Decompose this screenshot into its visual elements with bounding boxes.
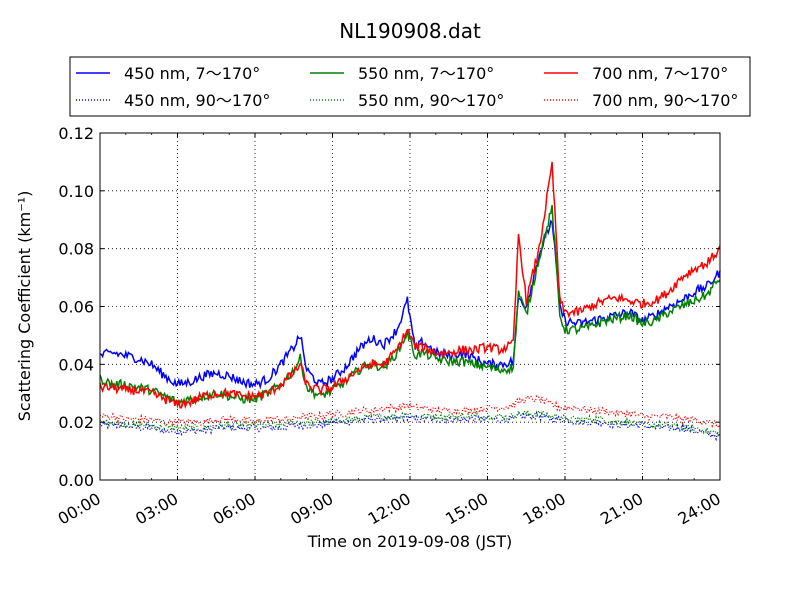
legend-label: 450 nm, 7～170° xyxy=(124,64,260,83)
legend-label: 700 nm, 7～170° xyxy=(592,64,728,83)
legend-box xyxy=(69,56,751,117)
series-line xyxy=(99,394,721,430)
y-tick-label: 0.00 xyxy=(58,471,94,490)
x-tick-label: 12:00 xyxy=(365,489,414,529)
chart-title: NL190908.dat xyxy=(339,19,481,43)
y-tick-label: 0.12 xyxy=(58,124,94,143)
x-axis-label: Time on 2019-09-08 (JST) xyxy=(307,532,512,551)
series-line xyxy=(99,161,721,410)
x-tick-label: 24:00 xyxy=(675,489,724,529)
legend-label: 700 nm, 90～170° xyxy=(592,91,738,110)
y-tick-label: 0.06 xyxy=(58,298,94,317)
x-tick-label: 15:00 xyxy=(442,489,491,529)
series-line xyxy=(99,219,721,390)
legend-label: 450 nm, 90～170° xyxy=(124,91,270,110)
legend: 450 nm, 7～170° 550 nm, 7～170° 700 nm, 7～17… xyxy=(69,56,751,117)
y-tick-label: 0.08 xyxy=(58,240,94,259)
x-tick-label: 21:00 xyxy=(597,489,646,529)
y-tick-label: 0.02 xyxy=(58,413,94,432)
series-layer xyxy=(99,161,721,442)
y-axis-label: Scattering Coefficient (km⁻¹) xyxy=(15,191,34,422)
series-line xyxy=(99,408,721,439)
y-tick-label: 0.04 xyxy=(58,355,94,374)
series-line xyxy=(99,410,721,442)
series-line xyxy=(99,204,721,407)
x-tick-label: 06:00 xyxy=(210,489,259,529)
x-tick-label: 03:00 xyxy=(132,489,181,529)
x-tick-label: 18:00 xyxy=(520,489,569,529)
x-tick-label: 09:00 xyxy=(287,489,336,529)
x-tick-label: 00:00 xyxy=(55,489,104,529)
legend-label: 550 nm, 7～170° xyxy=(358,64,494,83)
legend-label: 550 nm, 90～170° xyxy=(358,91,504,110)
y-tick-label: 0.10 xyxy=(58,182,94,201)
ticks: 00:00 03:00 06:00 09:00 12:00 15:00 18:00 21:00… xyxy=(55,124,724,529)
grid xyxy=(100,133,720,480)
